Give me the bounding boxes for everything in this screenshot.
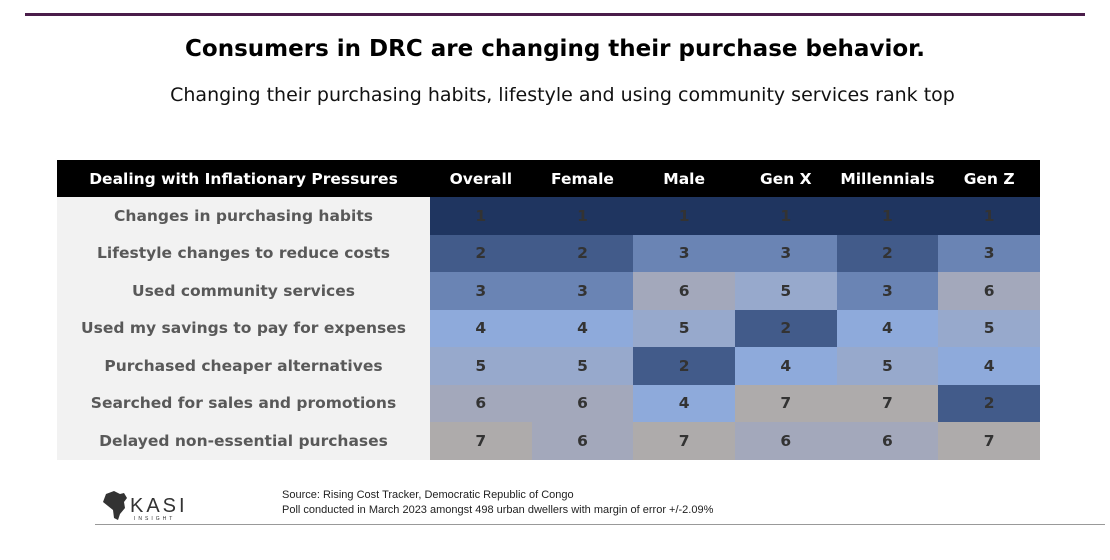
table-row: Changes in purchasing habits 1 1 1 1 1 1 [57, 197, 1040, 235]
svg-text:INSIGHT: INSIGHT [134, 516, 175, 522]
rank-cell: 7 [836, 384, 939, 422]
rank-cell: 3 [734, 234, 837, 272]
rank-cell: 3 [633, 234, 735, 272]
page-subtitle: Changing their purchasing habits, lifest… [170, 84, 955, 106]
rank-cell: 2 [531, 234, 634, 272]
rank-cell: 1 [633, 197, 735, 235]
source-line: Source: Rising Cost Tracker, Democratic … [282, 489, 574, 501]
rank-cell: 1 [734, 197, 837, 235]
rank-cell: 4 [633, 384, 735, 422]
rank-cell: 2 [938, 384, 1040, 422]
column-header: Female [531, 160, 634, 197]
row-label: Used my savings to pay for expenses [57, 309, 430, 347]
rank-cell: 4 [531, 309, 634, 347]
table-row: Purchased cheaper alternatives 5 5 2 4 5 4 [57, 347, 1040, 385]
rank-cell: 6 [938, 272, 1040, 310]
rank-cell: 5 [531, 347, 634, 385]
table-row: Delayed non-essential purchases 7 6 7 6 6 7 [57, 422, 1040, 460]
top-divider [25, 13, 1085, 16]
rank-cell: 3 [430, 272, 532, 310]
column-header: Overall [430, 160, 532, 197]
source-note: Source: Rising Cost Tracker, Democratic … [282, 488, 713, 518]
row-label: Searched for sales and promotions [57, 384, 430, 422]
rank-cell: 2 [836, 234, 939, 272]
rank-cell: 7 [430, 422, 532, 460]
rank-cell: 5 [836, 347, 939, 385]
rank-cell: 6 [430, 384, 532, 422]
rank-cell: 6 [633, 272, 735, 310]
bottom-divider [95, 524, 1105, 525]
column-header: Male [633, 160, 735, 197]
table-row: Used community services 3 3 6 5 3 6 [57, 272, 1040, 310]
rank-cell: 4 [938, 347, 1040, 385]
rank-cell: 7 [938, 422, 1040, 460]
rank-cell: 6 [734, 422, 837, 460]
table-row: Used my savings to pay for expenses 4 4 5 2 4… [57, 309, 1040, 347]
table-row: Searched for sales and promotions 6 6 4 7 7 2 [57, 384, 1040, 422]
rank-cell: 4 [836, 309, 939, 347]
table-header: Dealing with Inflationary Pressures Overa… [57, 160, 1040, 197]
rank-cell: 7 [734, 384, 837, 422]
row-label: Purchased cheaper alternatives [57, 347, 430, 385]
page-title: Consumers in DRC are changing their purc… [185, 36, 925, 62]
rank-cell: 6 [531, 422, 634, 460]
rank-cell: 3 [531, 272, 634, 310]
rank-cell: 1 [430, 197, 532, 235]
svg-text:KASI: KASI [130, 495, 188, 517]
kasi-insight-logo: KASI INSIGHT [100, 488, 230, 522]
rank-cell: 2 [734, 309, 837, 347]
rank-cell: 1 [836, 197, 939, 235]
rank-cell: 1 [938, 197, 1040, 235]
row-label: Changes in purchasing habits [57, 197, 430, 235]
row-label: Lifestyle changes to reduce costs [57, 234, 430, 272]
table-row: Lifestyle changes to reduce costs 2 2 3 3 2 3 [57, 234, 1040, 272]
rank-cell: 5 [938, 309, 1040, 347]
rank-cell: 2 [430, 234, 532, 272]
rank-cell: 4 [430, 309, 532, 347]
rank-cell: 1 [531, 197, 634, 235]
rank-cell: 3 [938, 234, 1040, 272]
poll-note: Poll conducted in March 2023 amongst 498… [282, 504, 714, 516]
ranking-table: Dealing with Inflationary Pressures Overa… [57, 160, 1040, 460]
column-header: Dealing with Inflationary Pressures [57, 160, 430, 197]
rank-cell: 6 [836, 422, 939, 460]
rank-cell: 6 [531, 384, 634, 422]
column-header: Gen X [734, 160, 837, 197]
column-header: Gen Z [938, 160, 1040, 197]
rank-cell: 3 [836, 272, 939, 310]
rank-cell: 5 [633, 309, 735, 347]
row-label: Delayed non-essential purchases [57, 422, 430, 460]
column-header: Millennials [836, 160, 939, 197]
rank-cell: 7 [633, 422, 735, 460]
rank-cell: 5 [734, 272, 837, 310]
rank-cell: 5 [430, 347, 532, 385]
row-label: Used community services [57, 272, 430, 310]
rank-cell: 4 [734, 347, 837, 385]
rank-cell: 2 [633, 347, 735, 385]
